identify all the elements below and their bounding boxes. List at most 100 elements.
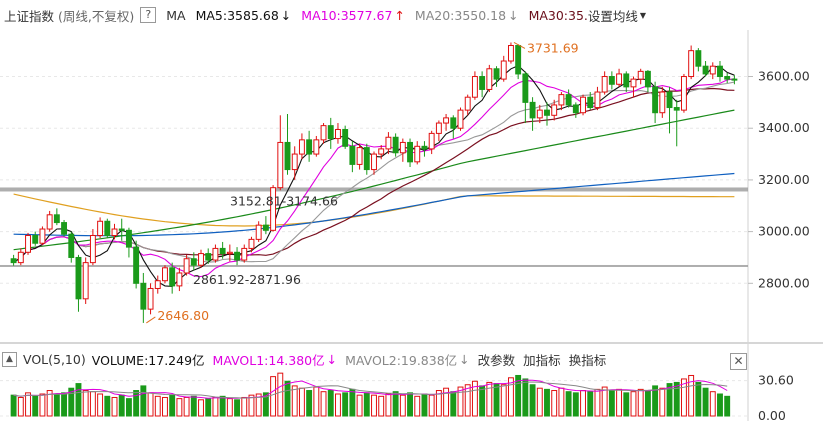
candle: [320, 123, 327, 144]
volume-bar: [486, 381, 493, 417]
set-ma-button[interactable]: 设置均线: [587, 8, 638, 24]
candle: [205, 248, 212, 264]
volume-bar: [414, 395, 421, 417]
volume-bar: [558, 387, 565, 417]
candle: [428, 130, 435, 155]
candle-body: [594, 91, 601, 109]
volume-bar: [10, 394, 17, 417]
candle: [601, 71, 608, 95]
candle: [298, 133, 305, 160]
volume-bar: [205, 398, 212, 417]
candle-body: [248, 238, 255, 249]
candle: [507, 42, 514, 64]
resistance-band: [0, 187, 748, 192]
candle: [162, 265, 168, 284]
ma120-line: [13, 172, 735, 237]
volume-bar: [709, 391, 716, 417]
volume-bar: [234, 399, 241, 417]
candle-body: [630, 78, 637, 88]
candle-body: [291, 153, 298, 171]
candle-body: [10, 258, 17, 264]
candle: [306, 130, 313, 162]
dropdown-icon[interactable]: ▼: [639, 10, 647, 20]
volume-bar: [450, 391, 457, 417]
candle: [154, 275, 161, 294]
candle-body: [32, 234, 39, 244]
candle: [212, 244, 219, 263]
candle-body: [507, 45, 514, 62]
volume-bar: [421, 393, 428, 417]
candle-body: [169, 267, 176, 287]
candle: [140, 272, 147, 323]
high-label: 3731.69: [527, 40, 579, 55]
candle: [234, 247, 241, 266]
volume-header: ▲ VOL(5,10) VOLUME:17.249亿 MAVOL1:14.380…: [0, 347, 823, 371]
mavol1-value: MAVOL1:14.380亿: [212, 352, 325, 368]
candle: [407, 138, 413, 167]
candle-body: [277, 141, 284, 189]
candle-body: [335, 129, 341, 140]
candle-body: [342, 129, 349, 147]
volume-bar: [89, 391, 96, 417]
candle-body: [572, 104, 579, 114]
candle-body: [471, 76, 478, 98]
candle-body: [190, 258, 197, 266]
pane-divider[interactable]: [0, 342, 823, 344]
candle-body: [306, 139, 313, 155]
change-params-button[interactable]: 改参数: [477, 352, 516, 368]
candle-body: [623, 73, 630, 88]
ma20-value: MA20:3550.18: [414, 7, 507, 23]
candle-body: [133, 246, 140, 284]
low-label: 2646.80: [157, 308, 209, 323]
arrow-down-icon: ↓: [326, 351, 338, 367]
candle-body: [385, 136, 392, 150]
volume-bar: [565, 391, 572, 417]
close-icon[interactable]: ✕: [730, 353, 747, 370]
volume-bar: [637, 388, 644, 417]
candle-body: [147, 287, 154, 310]
candle: [529, 97, 536, 131]
y-tick-label: 3000.00: [758, 224, 810, 239]
volume-bar: [219, 395, 226, 417]
collapse-icon[interactable]: ▲: [2, 351, 17, 367]
switch-indicator-button[interactable]: 换指标: [568, 352, 607, 368]
candle: [82, 257, 89, 304]
candle-body: [255, 224, 262, 240]
volume-bar: [644, 390, 651, 417]
candle: [248, 236, 255, 253]
candle: [313, 135, 320, 157]
volume-bar: [162, 396, 168, 417]
candle: [709, 62, 716, 80]
candle: [335, 123, 341, 144]
candle-body: [226, 251, 233, 255]
candle-body: [61, 222, 68, 235]
candle: [111, 223, 118, 240]
volume-bar: [594, 388, 601, 417]
price-chart[interactable]: 2800.00 3000.00 3200.00 3400.00 3600.00 3731.…: [0, 0, 823, 342]
volume-bar: [457, 386, 464, 417]
candle-body: [731, 78, 738, 81]
volume-bar: [140, 385, 147, 417]
arrow-up-icon: ↑: [394, 7, 405, 23]
candle-body: [435, 122, 442, 134]
volume-bar: [320, 391, 327, 417]
candle: [392, 133, 399, 157]
add-indicator-button[interactable]: 加指标: [523, 352, 561, 368]
candle: [673, 99, 680, 147]
candle: [565, 89, 572, 108]
volume-bar: [587, 391, 594, 417]
candle-body: [270, 187, 277, 231]
candle: [493, 66, 500, 87]
candle: [284, 114, 291, 175]
candle-body: [680, 76, 687, 111]
candle-body: [644, 70, 651, 88]
candle-body: [89, 234, 96, 264]
candle-body: [414, 145, 421, 163]
ma5-value: MA5:3585.68: [195, 7, 279, 23]
candle-body: [608, 76, 615, 85]
candle: [89, 229, 96, 266]
help-icon[interactable]: ?: [140, 7, 157, 23]
candle: [587, 92, 594, 111]
candle: [544, 102, 550, 126]
volume-bar: [212, 396, 219, 417]
